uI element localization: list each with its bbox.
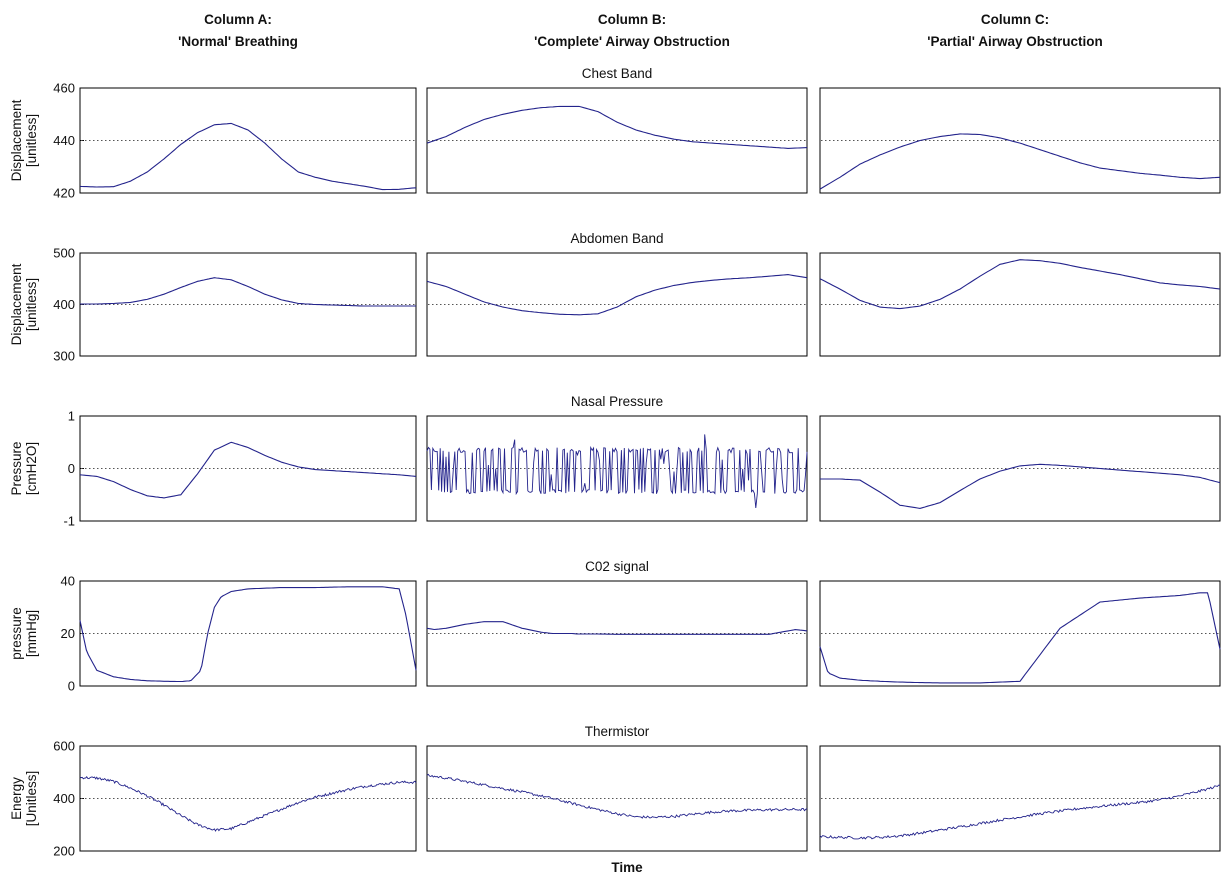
trace-abdomen-band-c	[819, 259, 1221, 310]
panel-frame-c02-signal-c	[819, 580, 1221, 687]
y-axis-label-chest-band: Displacement[unitless]	[9, 99, 39, 181]
column-a-title-line2: 'Normal' Breathing	[178, 34, 298, 49]
panel-title-abdomen-band: Abdomen Band	[570, 231, 663, 246]
panel-title-chest-band: Chest Band	[582, 66, 653, 81]
y-tick-label-abdomen-band-1: 400	[53, 297, 75, 312]
trace-thermistor-a	[79, 776, 417, 832]
y-tick-label-chest-band-0: 460	[53, 81, 75, 96]
panel-frame-c02-signal-b	[426, 580, 808, 687]
y-tick-label-chest-band-1: 440	[53, 133, 75, 148]
panel-frame-chest-band-b	[426, 87, 808, 194]
trace-c02-signal-b	[426, 621, 808, 635]
plot-grid: Chest Band Displacement[unitless] 460 440 42…	[9, 66, 1221, 859]
y-tick-label-c02-signal-1: 20	[61, 626, 75, 641]
panel-frame-thermistor-a	[79, 745, 417, 852]
column-b-title-line2: 'Complete' Airway Obstruction	[534, 34, 730, 49]
trace-thermistor-c	[819, 784, 1221, 840]
y-axis-label-abdomen-band: Displacement[unitless]	[9, 263, 39, 345]
column-c-title-line2: 'Partial' Airway Obstruction	[927, 34, 1102, 49]
panel-frame-nasal-pressure-b	[426, 415, 808, 522]
trace-nasal-pressure-b	[426, 434, 808, 508]
panel-frame-c02-signal-a	[79, 580, 417, 687]
y-tick-label-abdomen-band-0: 500	[53, 246, 75, 261]
panel-frame-chest-band-a	[79, 87, 417, 194]
y-tick-label-abdomen-band-2: 300	[53, 349, 75, 364]
panel-frame-chest-band-c	[819, 87, 1221, 194]
column-a-title-line1: Column A:	[204, 12, 272, 27]
y-tick-label-thermistor-2: 200	[53, 844, 75, 859]
trace-nasal-pressure-c	[820, 463, 1221, 509]
column-c-title-line1: Column C:	[981, 12, 1049, 27]
trace-chest-band-b	[426, 105, 808, 149]
trace-chest-band-a	[79, 122, 417, 191]
y-tick-label-nasal-pressure-1: 0	[68, 461, 75, 476]
panel-frame-thermistor-b	[426, 745, 808, 852]
y-axis-label-nasal-pressure: Pressure[cmH2O]	[9, 441, 39, 495]
y-tick-label-thermistor-0: 600	[53, 739, 75, 754]
y-tick-label-c02-signal-2: 0	[68, 679, 75, 694]
y-tick-label-chest-band-2: 420	[53, 186, 75, 201]
trace-abdomen-band-b	[426, 274, 808, 316]
y-axis-label-thermistor: Energy[Unitless]	[9, 771, 39, 827]
x-axis-label: Time	[611, 860, 643, 875]
panel-title-thermistor: Thermistor	[585, 724, 650, 739]
y-tick-label-thermistor-1: 400	[53, 791, 75, 806]
panel-frame-abdomen-band-c	[819, 252, 1221, 357]
y-tick-label-nasal-pressure-0: 1	[68, 409, 75, 424]
panel-frame-thermistor-c	[819, 745, 1221, 852]
panel-title-c02-signal: C02 signal	[585, 559, 649, 574]
trace-c02-signal-a	[79, 586, 417, 683]
y-axis-label-c02-signal: pressure[mmHg]	[9, 607, 39, 660]
trace-abdomen-band-a	[80, 277, 416, 307]
trace-chest-band-c	[819, 133, 1221, 190]
panel-title-nasal-pressure: Nasal Pressure	[571, 394, 663, 409]
panel-frame-nasal-pressure-c	[819, 415, 1221, 522]
trace-c02-signal-c	[819, 592, 1221, 684]
panel-frame-nasal-pressure-a	[79, 415, 417, 522]
y-tick-label-nasal-pressure-2: -1	[63, 514, 75, 529]
trace-thermistor-b	[426, 773, 808, 819]
panel-frame-abdomen-band-b	[426, 252, 808, 357]
column-b-title-line1: Column B:	[598, 12, 666, 27]
y-tick-label-c02-signal-0: 40	[61, 574, 75, 589]
trace-nasal-pressure-a	[79, 441, 417, 499]
